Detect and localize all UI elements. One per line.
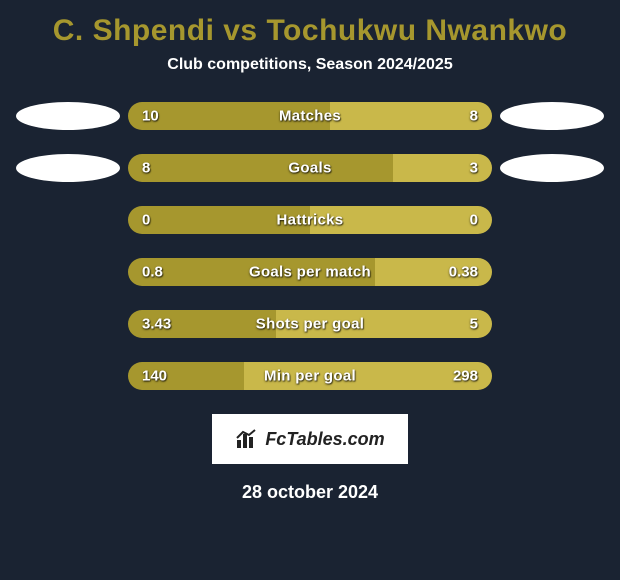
avatar-slot-right [492,102,612,130]
avatar-slot-left [8,154,128,182]
stat-value-right: 0.38 [449,264,478,281]
stat-value-right: 5 [470,316,478,333]
stat-value-left: 140 [142,368,167,385]
stat-label: Goals per match [249,264,371,281]
stat-label: Matches [279,108,341,125]
stat-row: 8 Goals 3 [8,154,612,182]
stat-label: Goals [288,160,331,177]
stat-row: 140 Min per goal 298 [8,362,612,390]
comparison-infographic: C. Shpendi vs Tochukwu Nwankwo Club comp… [0,0,620,503]
player-avatar-right [500,102,604,130]
page-title: C. Shpendi vs Tochukwu Nwankwo [8,0,612,56]
stat-value-left: 3.43 [142,316,171,333]
player-avatar-left [16,102,120,130]
stat-label: Min per goal [264,368,356,385]
stat-bar: 10 Matches 8 [128,102,492,130]
stat-value-right: 8 [470,108,478,125]
logo-badge: FcTables.com [212,414,408,464]
date-label: 28 october 2024 [8,482,612,503]
stat-value-left: 10 [142,108,159,125]
stat-row: 0 Hattricks 0 [8,206,612,234]
stat-row: 10 Matches 8 [8,102,612,130]
stat-bar: 0 Hattricks 0 [128,206,492,234]
stat-value-left: 0 [142,212,150,229]
stat-rows: 10 Matches 8 8 Goals 3 0 Hattricks 0 0.8 Goals per… [8,102,612,390]
stat-label: Hattricks [277,212,344,229]
stat-row: 0.8 Goals per match 0.38 [8,258,612,286]
stat-value-left: 8 [142,160,150,177]
avatar-slot-left [8,102,128,130]
stat-value-right: 0 [470,212,478,229]
chart-icon [235,428,259,450]
stat-row: 3.43 Shots per goal 5 [8,310,612,338]
stat-bar: 140 Min per goal 298 [128,362,492,390]
logo-text: FcTables.com [265,429,384,450]
player-avatar-right [500,154,604,182]
subtitle: Club competitions, Season 2024/2025 [8,56,612,74]
player-avatar-left [16,154,120,182]
avatar-slot-right [492,154,612,182]
stat-value-left: 0.8 [142,264,163,281]
stat-bar: 3.43 Shots per goal 5 [128,310,492,338]
stat-value-right: 298 [453,368,478,385]
stat-label: Shots per goal [256,316,364,333]
stat-bar-right-fill [330,102,492,130]
stat-value-right: 3 [470,160,478,177]
stat-bar-left-fill [128,154,393,182]
stat-bar: 8 Goals 3 [128,154,492,182]
stat-bar: 0.8 Goals per match 0.38 [128,258,492,286]
